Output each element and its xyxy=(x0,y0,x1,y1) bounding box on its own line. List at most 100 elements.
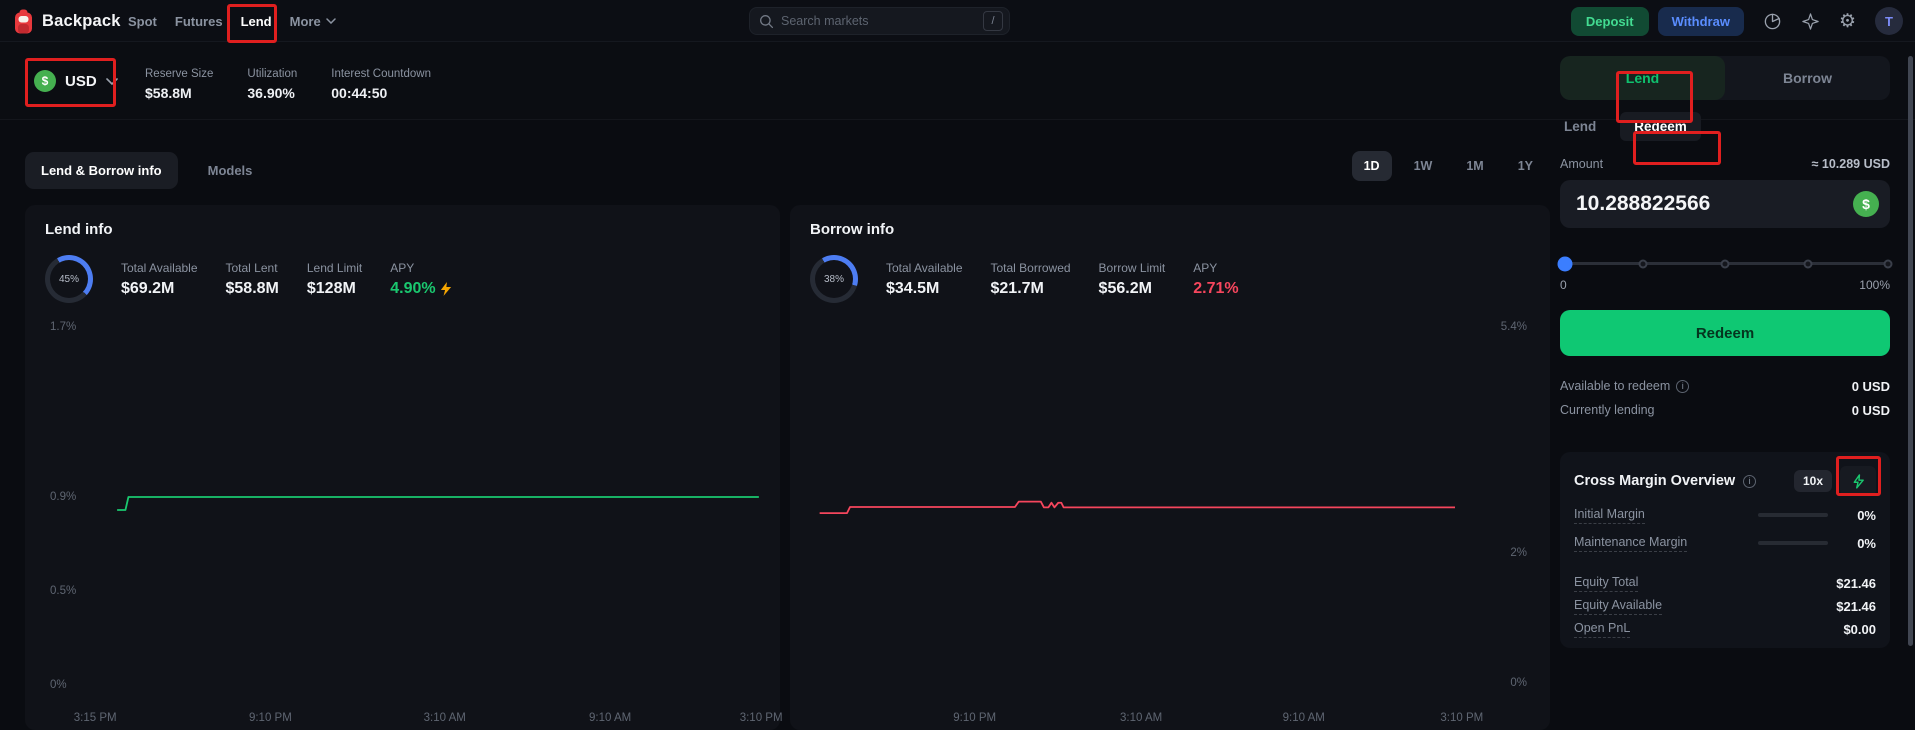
lend-x-axis: 3:15 PM 9:10 PM 3:10 AM 9:10 AM 3:10 PM xyxy=(25,708,783,724)
auto-lend-bolt-icon[interactable] xyxy=(1840,466,1876,496)
row-value: 0% xyxy=(1857,507,1876,523)
row-label: Open PnL xyxy=(1574,621,1631,638)
row-open-pnl: Open PnL $0.00 xyxy=(1574,618,1876,641)
brand-name: Backpack xyxy=(42,11,121,30)
lend-card-title: Lend info xyxy=(45,221,113,238)
slider-step-50[interactable] xyxy=(1720,259,1730,268)
slider-step-100[interactable] xyxy=(1883,259,1893,268)
x-tick: 3:10 PM xyxy=(1440,712,1484,724)
stat-borrow-limit: Borrow Limit $56.2M xyxy=(1098,260,1166,297)
brand-logo[interactable]: Backpack xyxy=(13,0,121,42)
row-label: Maintenance Margin xyxy=(1574,535,1688,552)
slider-handle[interactable] xyxy=(1557,256,1573,271)
nav-item-futures[interactable]: Futures xyxy=(174,13,223,29)
chevron-down-icon xyxy=(325,18,336,24)
row-label: Initial Margin xyxy=(1574,507,1645,524)
x-tick: 9:10 AM xyxy=(1282,712,1325,724)
range-1d[interactable]: 1D xyxy=(1351,151,1392,181)
stat-value: $58.8M xyxy=(145,85,192,101)
apy-value: 2.71% xyxy=(1193,279,1239,297)
row-currently-lending: Currently lending 0 USD xyxy=(1560,398,1890,422)
x-tick: 9:10 PM xyxy=(248,712,292,724)
range-1w[interactable]: 1W xyxy=(1413,159,1433,173)
row-label: Equity Available xyxy=(1574,598,1663,615)
amount-input[interactable] xyxy=(1576,192,1853,216)
info-icon[interactable]: i xyxy=(1743,474,1757,488)
row-value: $21.46 xyxy=(1836,576,1876,591)
nav-item-lend[interactable]: Lend xyxy=(240,13,272,29)
main-nav: Spot Futures Lend More xyxy=(128,0,336,42)
slider-step-25[interactable] xyxy=(1638,259,1647,268)
row-value: 0 USD xyxy=(1851,402,1890,418)
usd-coin-icon: $ xyxy=(34,70,56,92)
nav-item-more[interactable]: More xyxy=(290,14,336,29)
y-tick: 1.7% xyxy=(50,320,77,333)
stat-value: 36.90% xyxy=(247,85,295,101)
slider-min-label: 0 xyxy=(1560,278,1567,292)
amount-input-wrap: $ xyxy=(1560,180,1890,228)
equity-rows: Equity Total $21.46 Equity Available $21… xyxy=(1574,572,1876,641)
search-shortcut-key: / xyxy=(983,11,1003,31)
row-initial-margin: Initial Margin 0% xyxy=(1574,504,1876,526)
range-1y[interactable]: 1Y xyxy=(1517,159,1533,173)
slider-step-75[interactable] xyxy=(1803,259,1812,268)
redeem-button[interactable]: Redeem xyxy=(1560,310,1890,356)
row-label: Currently lending xyxy=(1560,403,1655,417)
x-tick: 3:10 AM xyxy=(423,712,466,724)
stat-total-lent: Total Lent $58.8M xyxy=(225,260,279,297)
row-equity-total: Equity Total $21.46 xyxy=(1574,572,1876,595)
tab-models[interactable]: Models xyxy=(207,163,253,178)
deposit-button[interactable]: Deposit xyxy=(1570,6,1649,36)
asset-selector[interactable]: $ USD xyxy=(34,70,118,92)
y-tick: 0.9% xyxy=(50,491,77,503)
view-tabs: Lend & Borrow info Models xyxy=(25,152,268,189)
leverage-badge[interactable]: 10x xyxy=(1793,470,1832,492)
subtab-redeem[interactable]: Redeem xyxy=(1620,112,1701,141)
row-value: 0% xyxy=(1857,535,1876,551)
x-tick: 9:10 AM xyxy=(589,712,632,724)
amount-approx: ≈ 10.289 USD xyxy=(1811,157,1890,171)
stat-total-available: Total Available $69.2M xyxy=(121,260,198,297)
search-input[interactable] xyxy=(781,14,983,28)
row-label: Equity Total xyxy=(1574,575,1639,592)
apy-value: 4.90% xyxy=(390,279,436,297)
search-icon xyxy=(760,14,774,28)
lend-card-stats: 45% Total Available $69.2M Total Lent $5… xyxy=(45,255,760,303)
nav-actions: Deposit Withdraw ⚙ T xyxy=(1570,0,1903,42)
subtab-lend[interactable]: Lend xyxy=(1564,119,1597,134)
nav-item-spot[interactable]: Spot xyxy=(128,13,157,29)
user-avatar[interactable]: T xyxy=(1875,7,1903,35)
borrow-x-axis: 9:10 PM 3:10 AM 9:10 AM 3:10 PM xyxy=(790,708,1550,724)
lend-info-card: Lend info 45% Total Available $69.2M Tot… xyxy=(25,205,783,730)
portfolio-pie-icon[interactable] xyxy=(1763,12,1782,31)
tab-lend-borrow-info[interactable]: Lend & Borrow info xyxy=(25,152,178,189)
gauge-label: 38% xyxy=(823,273,844,285)
stat-utilization: Utilization 36.90% xyxy=(247,68,297,101)
tab-lend[interactable]: Lend xyxy=(1560,56,1725,100)
amount-slider[interactable] xyxy=(1557,256,1893,272)
rewards-sparkle-icon[interactable] xyxy=(1801,12,1820,31)
withdraw-button[interactable]: Withdraw xyxy=(1657,6,1744,36)
tab-borrow[interactable]: Borrow xyxy=(1783,70,1832,86)
gauge-label: 45% xyxy=(58,273,79,285)
stat-label: Reserve Size xyxy=(145,68,214,80)
row-equity-available: Equity Available $21.46 xyxy=(1574,595,1876,618)
x-tick: 3:15 PM xyxy=(73,712,117,724)
y-tick: 0% xyxy=(1510,677,1527,690)
info-icon[interactable]: i xyxy=(1676,379,1690,393)
y-tick: 5.4% xyxy=(1500,320,1527,333)
x-tick: 9:10 PM xyxy=(953,712,997,724)
borrow-info-card: Borrow info 38% Total Available $34.5M T… xyxy=(790,205,1550,730)
range-1m[interactable]: 1M xyxy=(1466,159,1484,173)
borrow-utilization-gauge: 38% xyxy=(810,255,858,303)
row-value: $21.46 xyxy=(1836,599,1876,614)
cross-margin-title: Cross Margin Overview xyxy=(1574,473,1736,489)
y-tick: 0.5% xyxy=(50,584,77,597)
page-scrollbar[interactable] xyxy=(1908,56,1913,646)
margin-progress-bar xyxy=(1758,541,1828,545)
lend-order-panel: Lend Borrow Lend Redeem Amount ≈ 10.289 … xyxy=(1557,56,1893,422)
settings-gear-icon[interactable]: ⚙ xyxy=(1838,10,1856,32)
panel-info-rows: Available to redeem i 0 USD Currently le… xyxy=(1560,374,1890,422)
stat-total-borrowed: Total Borrowed $21.7M xyxy=(990,260,1071,297)
